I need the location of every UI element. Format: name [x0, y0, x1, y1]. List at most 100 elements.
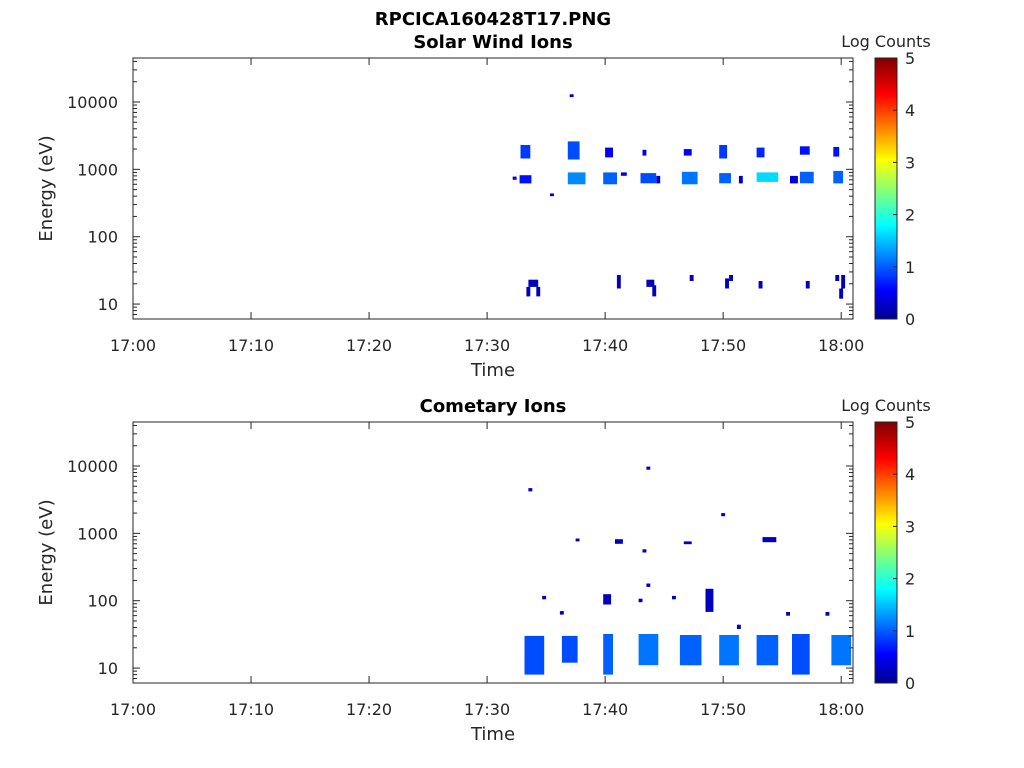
- y-tick-label: 10: [98, 295, 118, 314]
- heatmap-cell: [616, 275, 621, 289]
- colorbar-label: Log Counts: [841, 396, 931, 415]
- colorbar-tick-label: 1: [905, 622, 915, 641]
- heatmap-cell: [756, 147, 765, 158]
- heatmap-cell: [790, 175, 798, 184]
- heatmap-cell: [646, 279, 655, 287]
- heatmap-cell: [672, 595, 676, 600]
- heatmap-cell: [605, 147, 613, 158]
- figure-filename-title: RPCICA160428T17.PNG: [375, 9, 611, 30]
- heatmap-cell: [719, 145, 728, 159]
- heatmap-cell: [839, 288, 844, 299]
- x-axis-label: Time: [470, 360, 515, 381]
- heatmap-cell: [603, 172, 617, 185]
- x-tick-label: 17:30: [464, 336, 510, 355]
- heatmap-cell: [679, 635, 702, 666]
- colorbar-tick-label: 4: [905, 465, 915, 484]
- panel-title: Cometary Ions: [420, 396, 567, 417]
- colorbar-tick-label: 5: [905, 49, 915, 68]
- x-tick-label: 17:50: [700, 700, 746, 719]
- panel-title: Solar Wind Ions: [413, 32, 572, 53]
- heatmap-cell: [656, 175, 661, 184]
- heatmap-cells: [524, 466, 852, 675]
- heatmap-cell: [569, 94, 574, 98]
- y-tick-label: 10000: [67, 457, 118, 476]
- heatmap-cell: [721, 513, 726, 517]
- axes-box: [132, 57, 854, 320]
- heatmap-cell: [762, 537, 777, 543]
- axes: 17:00 17:10 17:20 17:30 17:40 17:50 18:00 10 100…: [67, 57, 864, 355]
- heatmap-cell: [738, 175, 743, 184]
- heatmap-cells: [512, 94, 846, 299]
- heatmap-cell: [615, 539, 623, 544]
- y-tick-label: 100: [87, 228, 118, 247]
- heatmap-cell: [524, 635, 545, 675]
- y-tick-label: 1000: [77, 524, 118, 543]
- heatmap-cell: [519, 175, 532, 184]
- heatmap-cell: [725, 278, 729, 289]
- x-tick-label: 18:00: [818, 336, 864, 355]
- colorbar-tick-label: 1: [905, 258, 915, 277]
- heatmap-cell: [575, 538, 580, 542]
- y-tick-label: 1000: [77, 160, 118, 179]
- x-tick-label: 17:30: [464, 700, 510, 719]
- colorbar-tick-label: 5: [905, 413, 915, 432]
- heatmap-cell: [756, 172, 779, 182]
- plot-area: [133, 422, 853, 683]
- heatmap-cell: [719, 173, 731, 184]
- heatmap-cell: [799, 171, 814, 184]
- heatmap-cell: [736, 624, 741, 629]
- heatmap-cell: [642, 149, 647, 156]
- heatmap-cell: [603, 594, 612, 605]
- colorbar-tick-label: 0: [905, 310, 915, 329]
- x-tick-label: 17:40: [582, 336, 628, 355]
- colorbar-label: Log Counts: [841, 32, 931, 51]
- x-tick-label: 17:00: [110, 700, 156, 719]
- heatmap-cell: [603, 634, 613, 675]
- heatmap-cell: [646, 466, 651, 470]
- heatmap-cell: [638, 598, 643, 603]
- heatmap-cell: [520, 145, 531, 159]
- colorbar-tick-label: 3: [905, 517, 915, 536]
- heatmap-cell: [841, 275, 846, 289]
- heatmap-cell: [681, 171, 698, 185]
- heatmap-cell: [799, 146, 810, 155]
- heatmap-cell: [642, 549, 647, 553]
- x-tick-label: 17:00: [110, 336, 156, 355]
- heatmap-cell: [652, 285, 657, 297]
- heatmap-cell: [831, 635, 852, 666]
- colorbar: 0 1 2 3 4 5: [874, 413, 915, 693]
- heatmap-cell: [559, 611, 564, 615]
- colorbar: 0 1 2 3 4 5: [874, 49, 915, 329]
- axes: 17:00 17:10 17:20 17:30 17:40 17:50 18:00 10 100…: [67, 421, 864, 719]
- colorbar-tick-label: 2: [905, 206, 915, 225]
- y-tick-label: 10000: [67, 93, 118, 112]
- heatmap-cell: [528, 488, 533, 492]
- heatmap-cell: [526, 286, 531, 297]
- panel-solar-wind: Solar Wind Ions 17:00 17:10 17:20 17:30 17:4…: [36, 32, 931, 381]
- heatmap-cell: [640, 173, 657, 184]
- x-tick-label: 17:10: [228, 336, 274, 355]
- heatmap-cell: [683, 541, 692, 545]
- x-tick-label: 18:00: [818, 700, 864, 719]
- x-tick-label: 17:40: [582, 700, 628, 719]
- heatmap-cell: [758, 281, 763, 289]
- heatmap-cell: [542, 595, 547, 600]
- x-tick-label: 17:10: [228, 700, 274, 719]
- heatmap-cell: [835, 275, 840, 281]
- heatmap-cell: [705, 588, 714, 612]
- heatmap-cell: [729, 275, 733, 281]
- heatmap-cell: [792, 634, 810, 675]
- axes-box: [132, 421, 854, 684]
- heatmap-cell: [638, 634, 659, 666]
- heatmap-cell: [833, 170, 844, 184]
- heatmap-cell: [833, 147, 840, 157]
- x-tick-label: 17:20: [346, 700, 392, 719]
- heatmap-cell: [825, 612, 830, 616]
- heatmap-cell: [756, 635, 779, 666]
- x-axis-label: Time: [470, 724, 515, 745]
- heatmap-cell: [786, 612, 790, 616]
- colorbar-tick-label: 2: [905, 570, 915, 589]
- y-axis-label: Energy (eV): [36, 135, 57, 241]
- y-tick-label: 10: [98, 659, 118, 678]
